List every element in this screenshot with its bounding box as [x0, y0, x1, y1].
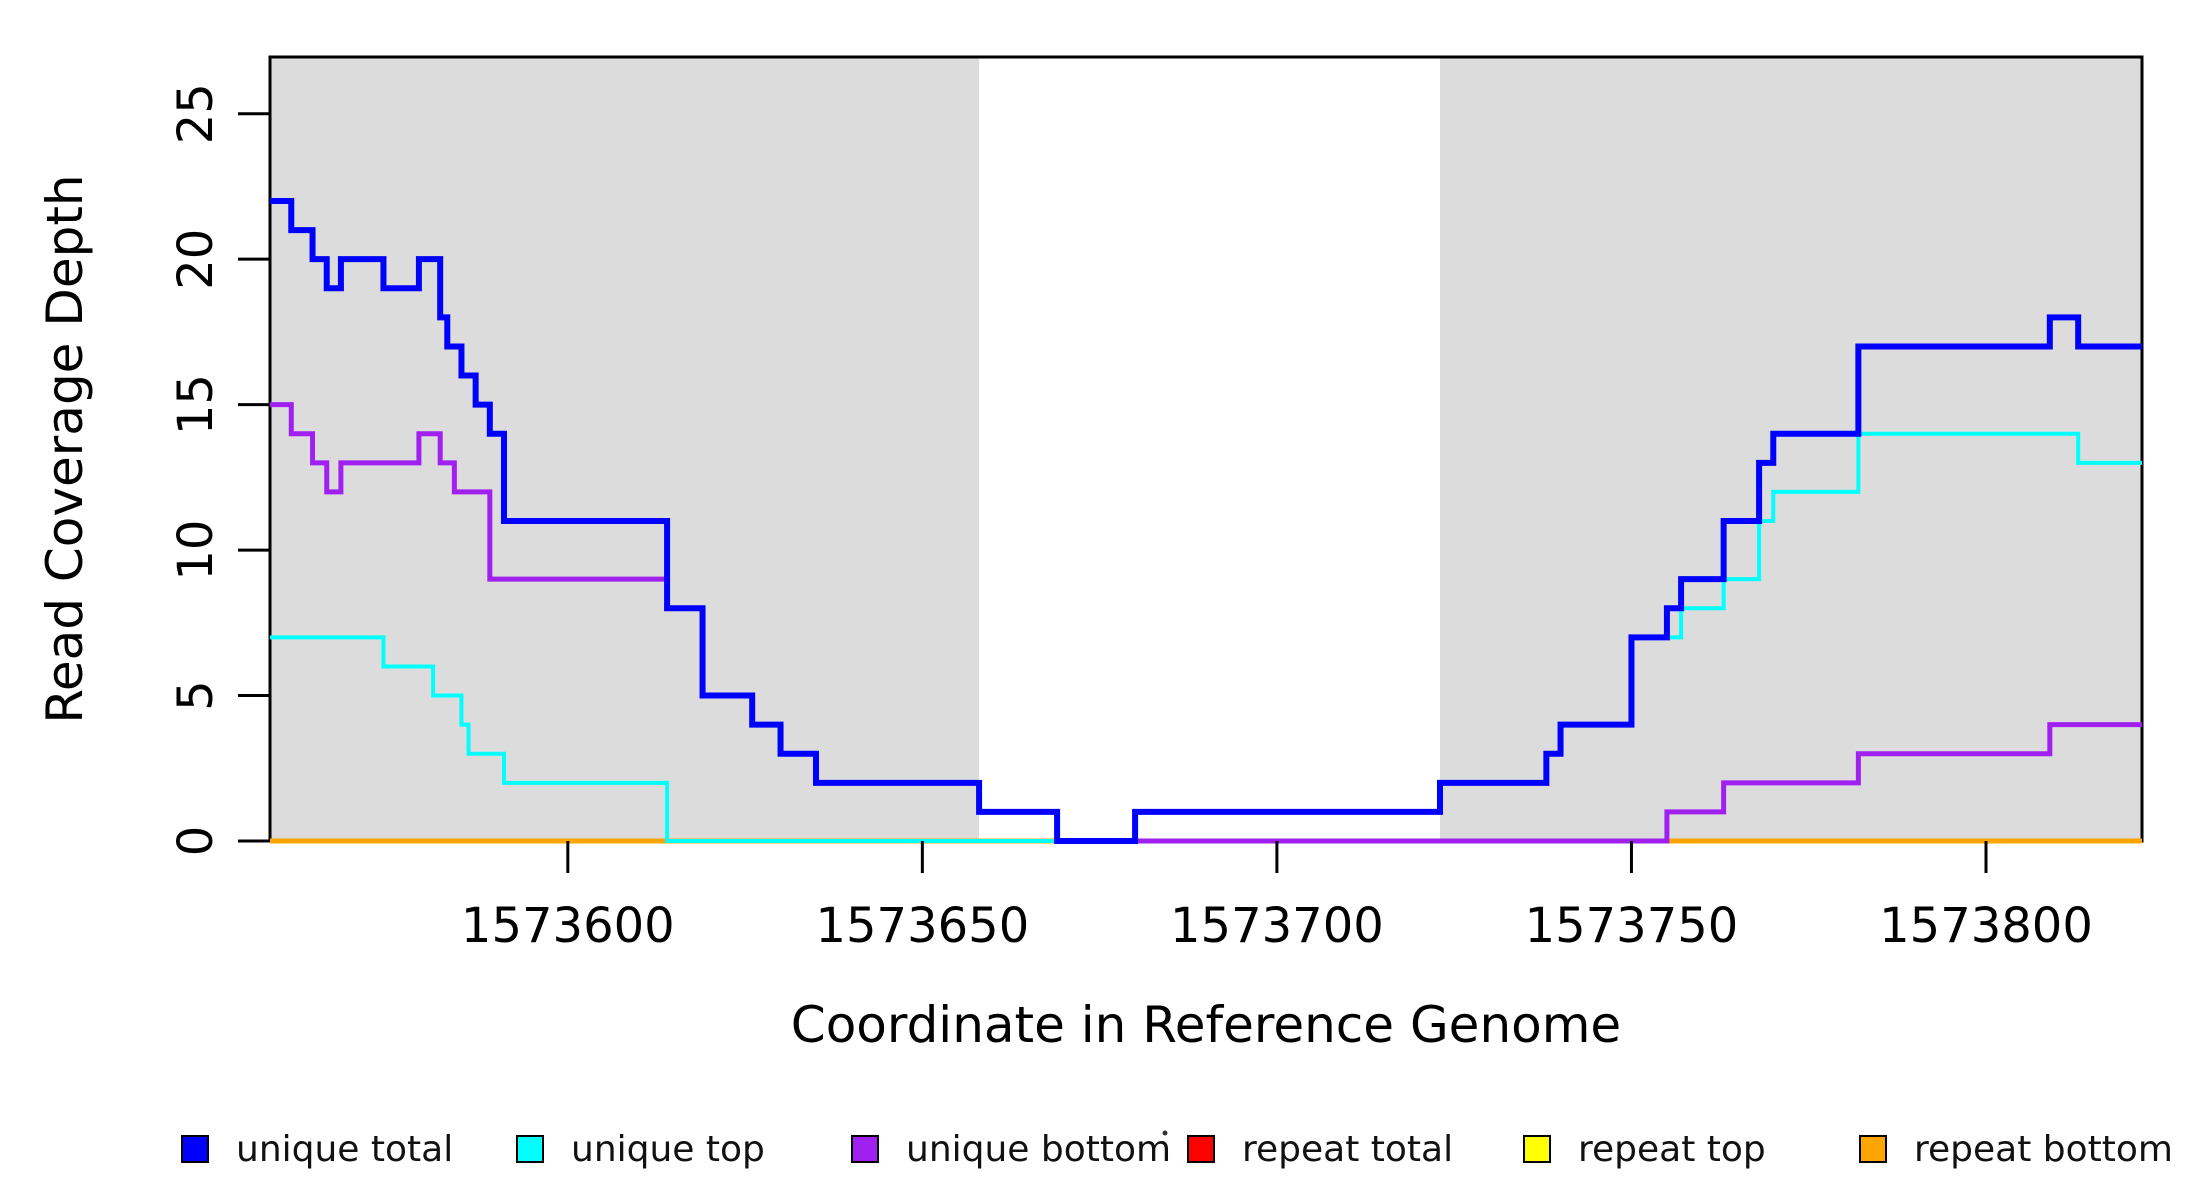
legend-item-repeat-bottom: repeat bottom	[1859, 1129, 2173, 1170]
legend-label-unique-total: unique total	[236, 1129, 453, 1170]
legend-label-repeat-bottom: repeat bottom	[1914, 1129, 2173, 1170]
y-tick-label: 0	[168, 826, 224, 857]
series-line-unique-total	[270, 198, 2142, 844]
x-tick-label: 1573700	[1170, 898, 1384, 954]
legend-swatch-repeat-total	[1187, 1135, 1215, 1163]
legend-item-repeat-total: repeat total	[1187, 1129, 1453, 1170]
legend-swatch-unique-bottom	[851, 1135, 879, 1163]
stray-dot-artifact	[1162, 1130, 1168, 1136]
series-layer	[270, 198, 2142, 844]
legend-label-unique-top: unique top	[571, 1129, 765, 1170]
masked-region-left	[270, 57, 980, 841]
legend-swatch-repeat-bottom	[1859, 1135, 1887, 1163]
masked-region-right	[1440, 57, 2142, 841]
y-axis-title: Read Coverage Depth	[36, 174, 94, 723]
legend-swatch-unique-top	[516, 1135, 544, 1163]
x-tick-label: 1573800	[1879, 898, 2093, 954]
legend-item-unique-total: unique total	[181, 1129, 453, 1170]
y-tick-label: 5	[168, 680, 224, 711]
legend-label-repeat-top: repeat top	[1578, 1129, 1766, 1170]
legend-swatch-repeat-top	[1523, 1135, 1551, 1163]
x-tick-label: 1573600	[461, 898, 675, 954]
legend-item-unique-top: unique top	[516, 1129, 765, 1170]
legend: unique total unique top unique bottom repea…	[181, 1129, 2173, 1170]
x-tick-label: 1573650	[815, 898, 1029, 954]
legend-label-repeat-total: repeat total	[1242, 1129, 1453, 1170]
y-tick-label: 10	[168, 520, 224, 581]
legend-item-unique-bottom: unique bottom	[851, 1129, 1171, 1170]
y-tick-label: 20	[168, 229, 224, 290]
legend-label-unique-bottom: unique bottom	[906, 1129, 1171, 1170]
shaded-regions-layer	[270, 57, 2142, 841]
y-tick-label: 25	[168, 83, 224, 144]
x-axis-title: Coordinate in Reference Genome	[791, 996, 1621, 1054]
legend-swatch-unique-total	[181, 1135, 209, 1163]
axis-ticks-layer: 1573600 1573650 1573700 1573750 1573800 0 5 10 1…	[168, 83, 2093, 954]
x-tick-label: 1573750	[1525, 898, 1739, 954]
y-tick-label: 15	[168, 374, 224, 435]
legend-item-repeat-top: repeat top	[1523, 1129, 1766, 1170]
